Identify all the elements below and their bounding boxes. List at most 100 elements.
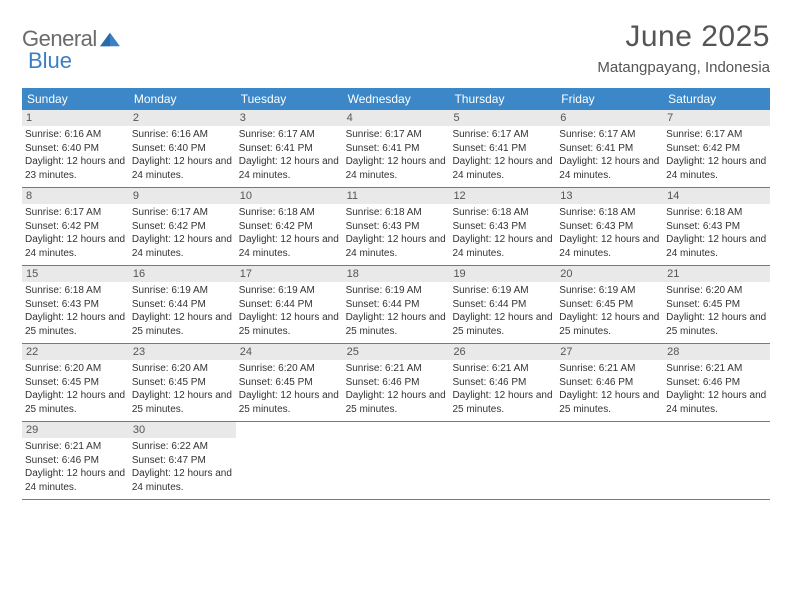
day-cell: 6 Sunrise: 6:17 AMSunset: 6:41 PMDaylight… — [556, 110, 663, 187]
day-cell: 17Sunrise: 6:19 AMSunset: 6:44 PMDayligh… — [236, 266, 343, 343]
day-cell: 29Sunrise: 6:21 AMSunset: 6:46 PMDayligh… — [22, 422, 129, 499]
day-cell: . — [343, 422, 450, 499]
day-body: Sunrise: 6:20 AMSunset: 6:45 PMDaylight:… — [239, 362, 340, 416]
day-body: Sunrise: 6:22 AMSunset: 6:47 PMDaylight:… — [132, 440, 233, 494]
day-number: 22 — [22, 344, 129, 360]
weekday-sun: Sunday — [22, 88, 129, 110]
day-cell: 13 Sunrise: 6:18 AMSunset: 6:43 PMDayligh… — [556, 188, 663, 265]
day-body: Sunrise: 6:17 AMSunset: 6:41 PMDaylight:… — [239, 128, 340, 182]
day-cell: 19 Sunrise: 6:19 AMSunset: 6:44 PMDayligh… — [449, 266, 556, 343]
day-number: 1 — [22, 110, 129, 126]
day-cell: 21 Sunrise: 6:20 AMSunset: 6:45 PMDayligh… — [663, 266, 770, 343]
day-body: Sunrise: 6:17 AMSunset: 6:42 PMDaylight:… — [666, 128, 767, 182]
day-body: Sunrise: 6:17 AMSunset: 6:41 PMDaylight:… — [559, 128, 660, 182]
day-cell: 24Sunrise: 6:20 AMSunset: 6:45 PMDayligh… — [236, 344, 343, 421]
day-cell: 9 Sunrise: 6:17 AMSunset: 6:42 PMDaylight… — [129, 188, 236, 265]
day-body: Sunrise: 6:18 AMSunset: 6:43 PMDaylight:… — [559, 206, 660, 260]
day-body: Sunrise: 6:17 AMSunset: 6:42 PMDaylight:… — [132, 206, 233, 260]
day-number: 29 — [22, 422, 129, 438]
day-number: 9 — [129, 188, 236, 204]
week-row: 1Sunrise: 6:16 AMSunset: 6:40 PMDaylight… — [22, 110, 770, 188]
day-number: 13 — [556, 188, 663, 204]
logo-triangle-icon — [99, 30, 121, 48]
day-cell: 16 Sunrise: 6:19 AMSunset: 6:44 PMDayligh… — [129, 266, 236, 343]
day-cell: 26 Sunrise: 6:21 AMSunset: 6:46 PMDayligh… — [449, 344, 556, 421]
day-body: Sunrise: 6:17 AMSunset: 6:41 PMDaylight:… — [452, 128, 553, 182]
day-number: 19 — [449, 266, 556, 282]
day-body: Sunrise: 6:16 AMSunset: 6:40 PMDaylight:… — [25, 128, 126, 182]
day-cell: 30 Sunrise: 6:22 AMSunset: 6:47 PMDayligh… — [129, 422, 236, 499]
day-body: Sunrise: 6:21 AMSunset: 6:46 PMDaylight:… — [559, 362, 660, 416]
day-body: Sunrise: 6:21 AMSunset: 6:46 PMDaylight:… — [452, 362, 553, 416]
week-row: 29Sunrise: 6:21 AMSunset: 6:46 PMDayligh… — [22, 422, 770, 500]
day-number: 23 — [129, 344, 236, 360]
day-body: Sunrise: 6:19 AMSunset: 6:44 PMDaylight:… — [132, 284, 233, 338]
day-number: 20 — [556, 266, 663, 282]
day-cell: . — [556, 422, 663, 499]
day-number: 25 — [343, 344, 450, 360]
day-number: 21 — [663, 266, 770, 282]
day-body: Sunrise: 6:21 AMSunset: 6:46 PMDaylight:… — [346, 362, 447, 416]
day-body: Sunrise: 6:19 AMSunset: 6:45 PMDaylight:… — [559, 284, 660, 338]
week-row: 22Sunrise: 6:20 AMSunset: 6:45 PMDayligh… — [22, 344, 770, 422]
day-body: Sunrise: 6:17 AMSunset: 6:41 PMDaylight:… — [346, 128, 447, 182]
logo-text-2: Blue — [28, 48, 72, 74]
day-number: 18 — [343, 266, 450, 282]
day-number: 2 — [129, 110, 236, 126]
day-cell: 25 Sunrise: 6:21 AMSunset: 6:46 PMDayligh… — [343, 344, 450, 421]
day-cell: . — [449, 422, 556, 499]
day-body: Sunrise: 6:17 AMSunset: 6:42 PMDaylight:… — [25, 206, 126, 260]
day-cell: . — [236, 422, 343, 499]
day-cell: 2 Sunrise: 6:16 AMSunset: 6:40 PMDaylight… — [129, 110, 236, 187]
title-block: June 2025 Matangpayang, Indonesia — [597, 20, 770, 76]
day-body: Sunrise: 6:18 AMSunset: 6:43 PMDaylight:… — [25, 284, 126, 338]
location: Matangpayang, Indonesia — [597, 59, 770, 76]
day-cell: . — [663, 422, 770, 499]
day-body: Sunrise: 6:20 AMSunset: 6:45 PMDaylight:… — [25, 362, 126, 416]
day-body: Sunrise: 6:18 AMSunset: 6:42 PMDaylight:… — [239, 206, 340, 260]
day-number: 14 — [663, 188, 770, 204]
day-body: Sunrise: 6:19 AMSunset: 6:44 PMDaylight:… — [452, 284, 553, 338]
day-cell: 14 Sunrise: 6:18 AMSunset: 6:43 PMDayligh… — [663, 188, 770, 265]
calendar-grid: Sunday Monday Tuesday Wednesday Thursday… — [22, 88, 770, 500]
day-cell: 4Sunrise: 6:17 AMSunset: 6:41 PMDaylight… — [343, 110, 450, 187]
day-number: 26 — [449, 344, 556, 360]
weekday-fri: Friday — [556, 88, 663, 110]
day-cell: 12 Sunrise: 6:18 AMSunset: 6:43 PMDayligh… — [449, 188, 556, 265]
day-cell: 27 Sunrise: 6:21 AMSunset: 6:46 PMDayligh… — [556, 344, 663, 421]
day-body: Sunrise: 6:18 AMSunset: 6:43 PMDaylight:… — [666, 206, 767, 260]
day-body: Sunrise: 6:20 AMSunset: 6:45 PMDaylight:… — [666, 284, 767, 338]
weekday-header-row: Sunday Monday Tuesday Wednesday Thursday… — [22, 88, 770, 110]
day-number: 5 — [449, 110, 556, 126]
day-body: Sunrise: 6:18 AMSunset: 6:43 PMDaylight:… — [452, 206, 553, 260]
day-number: 16 — [129, 266, 236, 282]
day-cell: 15Sunrise: 6:18 AMSunset: 6:43 PMDayligh… — [22, 266, 129, 343]
day-number: 12 — [449, 188, 556, 204]
day-number: 11 — [343, 188, 450, 204]
day-cell: 28 Sunrise: 6:21 AMSunset: 6:46 PMDayligh… — [663, 344, 770, 421]
day-body: Sunrise: 6:18 AMSunset: 6:43 PMDaylight:… — [346, 206, 447, 260]
calendar-page: General June 2025 Matangpayang, Indonesi… — [0, 0, 792, 510]
day-cell: 22 Sunrise: 6:20 AMSunset: 6:45 PMDayligh… — [22, 344, 129, 421]
day-number: 6 — [556, 110, 663, 126]
day-number: 30 — [129, 422, 236, 438]
day-cell: 20 Sunrise: 6:19 AMSunset: 6:45 PMDayligh… — [556, 266, 663, 343]
day-body: Sunrise: 6:21 AMSunset: 6:46 PMDaylight:… — [666, 362, 767, 416]
day-number: 8 — [22, 188, 129, 204]
weekday-sat: Saturday — [663, 88, 770, 110]
header: General June 2025 Matangpayang, Indonesi… — [22, 20, 770, 76]
day-cell: 8 Sunrise: 6:17 AMSunset: 6:42 PMDaylight… — [22, 188, 129, 265]
month-title: June 2025 — [597, 20, 770, 54]
day-cell: 7Sunrise: 6:17 AMSunset: 6:42 PMDaylight… — [663, 110, 770, 187]
day-body: Sunrise: 6:19 AMSunset: 6:44 PMDaylight:… — [346, 284, 447, 338]
day-number: 27 — [556, 344, 663, 360]
day-body: Sunrise: 6:19 AMSunset: 6:44 PMDaylight:… — [239, 284, 340, 338]
day-body: Sunrise: 6:16 AMSunset: 6:40 PMDaylight:… — [132, 128, 233, 182]
day-cell: 11 Sunrise: 6:18 AMSunset: 6:43 PMDayligh… — [343, 188, 450, 265]
day-cell: 10 Sunrise: 6:18 AMSunset: 6:42 PMDayligh… — [236, 188, 343, 265]
weekday-wed: Wednesday — [343, 88, 450, 110]
day-number: 10 — [236, 188, 343, 204]
day-number: 28 — [663, 344, 770, 360]
day-body: Sunrise: 6:20 AMSunset: 6:45 PMDaylight:… — [132, 362, 233, 416]
day-cell: 23 Sunrise: 6:20 AMSunset: 6:45 PMDayligh… — [129, 344, 236, 421]
